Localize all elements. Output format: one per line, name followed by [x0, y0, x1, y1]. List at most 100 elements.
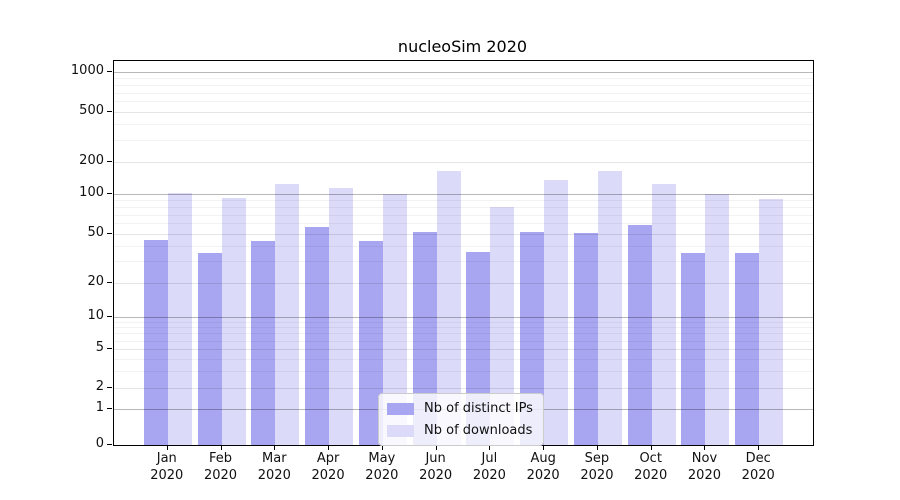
- gridline-minor-600: [114, 101, 813, 103]
- x-tick-label-month-jul: Jul: [481, 451, 498, 466]
- y-tick-label-0: 0: [95, 436, 104, 451]
- x-tick-mark-apr: [328, 445, 330, 450]
- x-tick-label-month-nov: Nov: [691, 451, 718, 466]
- x-tick-mark-aug: [543, 445, 545, 450]
- x-tick-label-month-sep: Sep: [584, 451, 610, 466]
- bar-downloads-dec: [759, 198, 784, 445]
- x-tick-label-feb: Feb 2020: [189, 450, 253, 484]
- legend-swatch-downloads: [387, 424, 414, 437]
- bar-ips-sep: [573, 232, 598, 445]
- bar-downloads-sep: [597, 170, 622, 445]
- x-tick-label-year-may: 2020: [365, 468, 399, 483]
- x-tick-label-year-sep: 2020: [580, 468, 614, 483]
- gridline-minor-40: [114, 245, 813, 247]
- gridline-20: [114, 282, 813, 284]
- gridline-minor-7: [114, 333, 813, 335]
- y-tick-label-100: 100: [79, 185, 104, 201]
- x-tick-label-month-jun: Jun: [425, 451, 446, 466]
- x-tick-label-year-oct: 2020: [634, 468, 668, 483]
- y-tick-label-2: 2: [95, 379, 104, 394]
- x-tick-label-month-jan: Jan: [156, 451, 177, 466]
- x-tick-label-year-nov: 2020: [687, 468, 721, 483]
- bar-downloads-mar: [275, 183, 300, 445]
- x-tick-label-year-mar: 2020: [257, 468, 291, 483]
- x-tick-label-month-feb: Feb: [209, 451, 233, 466]
- x-tick-label-mar: Mar 2020: [242, 450, 306, 484]
- x-tick-label-month-oct: Oct: [639, 451, 662, 466]
- gridline-2: [114, 388, 813, 389]
- y-tick-mark-1000: [107, 70, 112, 72]
- gridline-minor-6: [114, 340, 813, 342]
- x-tick-label-year-aug: 2020: [526, 468, 560, 483]
- chart-legend: Nb of distinct IPs Nb of downloads: [378, 393, 544, 446]
- y-tick-label-200: 200: [79, 152, 104, 168]
- x-tick-label-year-jun: 2020: [419, 468, 453, 483]
- x-tick-mark-dec: [758, 445, 760, 450]
- gridline-minor-3: [114, 370, 813, 372]
- x-tick-label-year-feb: 2020: [203, 468, 238, 483]
- y-tick-label-20: 20: [87, 273, 104, 289]
- x-tick-label-month-aug: Aug: [530, 451, 556, 466]
- bar-ips-dec: [735, 253, 760, 445]
- x-tick-mark-jun: [435, 445, 437, 450]
- plot-area: Nb of distinct IPs Nb of downloads: [113, 60, 814, 446]
- y-tick-mark-200: [107, 160, 112, 162]
- bar-downloads-apr: [329, 187, 354, 445]
- y-tick-label-1000: 1000: [70, 62, 104, 78]
- x-tick-label-year-jul: 2020: [472, 468, 506, 483]
- x-tick-mark-jul: [489, 445, 491, 450]
- x-tick-label-oct: Oct 2020: [619, 450, 683, 484]
- gridline-minor-4: [114, 358, 813, 360]
- bar-ips-feb: [197, 253, 222, 445]
- x-tick-label-year-dec: 2020: [741, 468, 775, 483]
- bar-downloads-feb: [221, 197, 246, 445]
- gridline-1000: [114, 71, 813, 73]
- bar-downloads-jan: [167, 192, 192, 445]
- x-tick-label-month-mar: Mar: [262, 451, 287, 466]
- y-tick-label-10: 10: [87, 308, 104, 323]
- bar-ips-apr: [305, 227, 330, 445]
- gridline-200: [114, 161, 813, 163]
- x-tick-label-sep: Sep 2020: [565, 450, 629, 484]
- legend-label-downloads: Nb of downloads: [424, 423, 533, 438]
- x-tick-mark-mar: [274, 445, 276, 450]
- gridline-5: [114, 349, 813, 350]
- x-tick-label-month-may: May: [368, 451, 396, 466]
- x-tick-mark-jan: [166, 445, 168, 450]
- x-tick-mark-sep: [596, 445, 598, 450]
- x-tick-label-month-dec: Dec: [745, 451, 771, 466]
- bar-downloads-nov: [705, 194, 730, 445]
- x-tick-label-may: May 2020: [350, 450, 414, 484]
- legend-item-distinct-ips: Nb of distinct IPs: [387, 401, 533, 416]
- x-tick-label-jul: Jul 2020: [457, 450, 521, 484]
- gridline-minor-400: [114, 124, 813, 126]
- x-tick-label-dec: Dec 2020: [726, 450, 790, 484]
- x-tick-label-year-jan: 2020: [150, 468, 184, 483]
- bar-downloads-oct: [651, 183, 676, 445]
- gridline-minor-9: [114, 321, 813, 323]
- y-tick-label-5: 5: [95, 340, 104, 355]
- bar-ips-jan: [143, 239, 168, 445]
- x-tick-mark-may: [381, 445, 383, 450]
- gridline-minor-800: [114, 84, 813, 86]
- x-tick-label-jun: Jun 2020: [404, 450, 468, 484]
- gridline-500: [114, 111, 813, 113]
- x-tick-label-year-apr: 2020: [311, 468, 345, 483]
- y-tick-mark-2: [107, 387, 112, 388]
- y-tick-mark-500: [107, 110, 112, 112]
- y-tick-mark-20: [107, 281, 112, 283]
- y-tick-label-50: 50: [87, 224, 104, 240]
- gridline-minor-70: [114, 214, 813, 216]
- x-tick-mark-nov: [704, 445, 706, 450]
- x-tick-mark-oct: [650, 445, 652, 450]
- chart-title: nucleoSim 2020: [397, 37, 528, 56]
- y-tick-mark-5: [107, 348, 112, 349]
- bar-downloads-aug: [544, 180, 569, 445]
- y-tick-mark-50: [107, 232, 112, 234]
- gridline-minor-60: [114, 223, 813, 225]
- gridline-minor-80: [114, 206, 813, 208]
- legend-item-downloads: Nb of downloads: [387, 423, 533, 438]
- gridline-minor-90: [114, 200, 813, 202]
- x-tick-label-nov: Nov 2020: [672, 450, 736, 484]
